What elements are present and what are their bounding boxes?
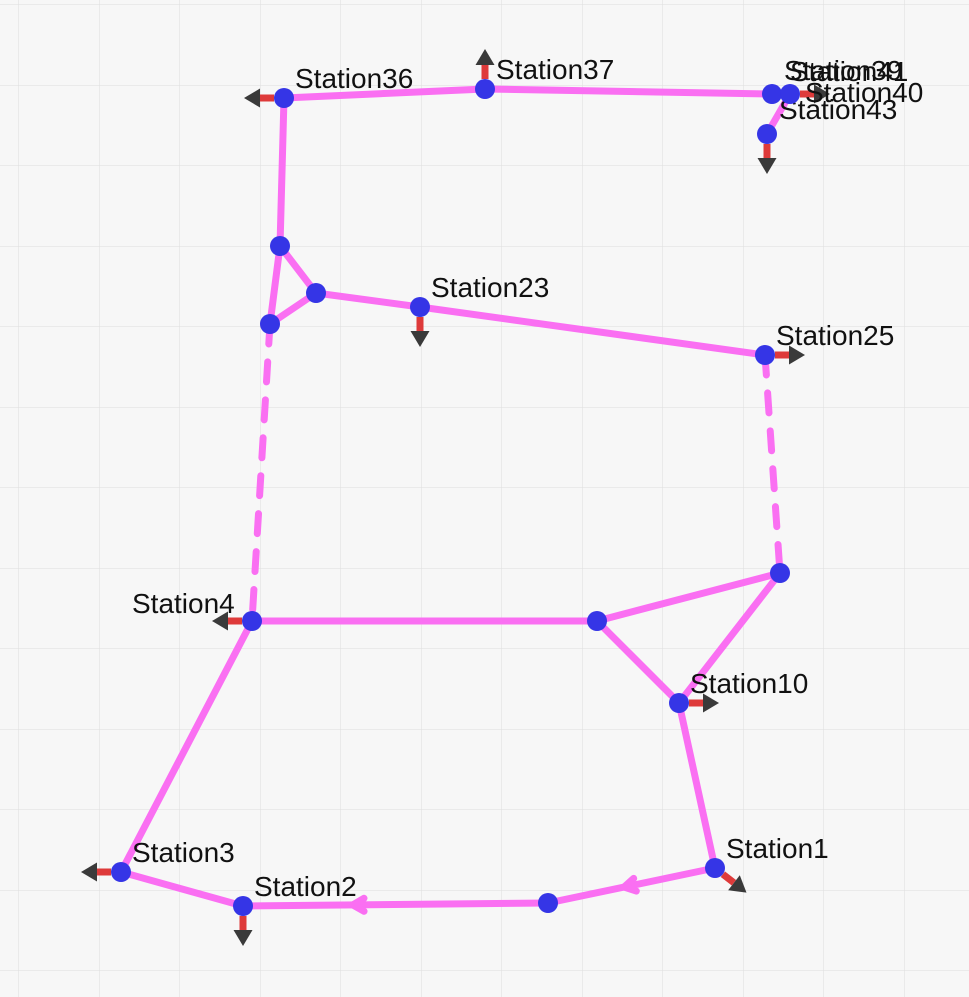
svg-text:Station36: Station36 [295, 63, 413, 94]
svg-text:Station3: Station3 [132, 837, 235, 868]
svg-text:Station10: Station10 [690, 668, 808, 699]
svg-text:Station2: Station2 [254, 871, 357, 902]
svg-text:Station4: Station4 [132, 588, 235, 619]
svg-text:Station1: Station1 [726, 833, 829, 864]
svg-text:Station25: Station25 [776, 320, 894, 351]
svg-text:Station23: Station23 [431, 272, 549, 303]
svg-text:Station37: Station37 [496, 54, 614, 85]
